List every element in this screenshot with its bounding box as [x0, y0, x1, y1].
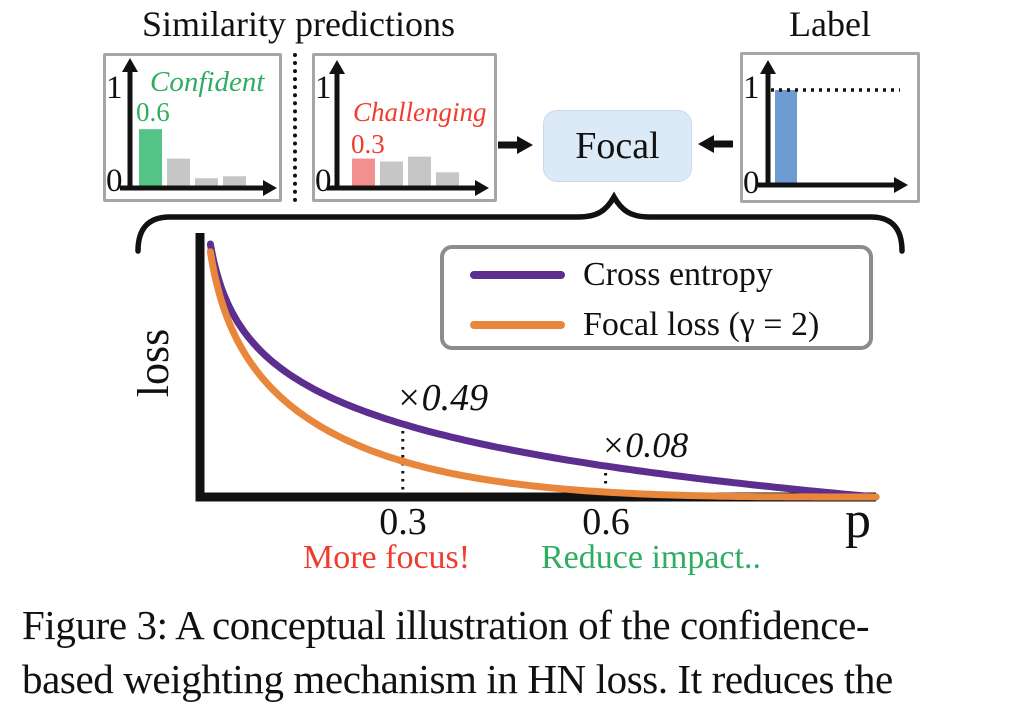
x-axis-label-p: p	[845, 492, 871, 549]
x-tick-0.3: 0.3	[379, 501, 427, 543]
y-axis-label-loss: loss	[129, 328, 178, 398]
caption-line-1: Figure 3: A conceptual illustration of t…	[22, 602, 870, 648]
confident-y-max-label: 1	[106, 70, 123, 106]
arrow-from-label-head	[698, 135, 714, 153]
label-chart-panel	[740, 52, 920, 203]
focal-box-label: Focal	[575, 125, 660, 167]
similarity-predictions-title: Similarity predictions	[142, 4, 455, 44]
confident-chart-panel	[103, 53, 282, 202]
confident-label: Confident	[150, 66, 265, 98]
label-title: Label	[789, 4, 871, 44]
arrow-to-focal-head	[517, 136, 533, 154]
reduce-impact-note: Reduce impact..	[541, 539, 761, 576]
legend-row-cross-entropy: Cross entropy	[470, 256, 869, 294]
more-focus-note: More focus!	[303, 539, 471, 576]
confident-y-min-label: 0	[106, 163, 123, 199]
curly-brace	[135, 191, 905, 254]
plot-legend: Cross entropy Focal loss (γ = 2)	[440, 245, 873, 350]
challenging-chart-panel	[312, 53, 497, 202]
focal-loss-line-swatch	[470, 320, 565, 329]
confident-bar-value: 0.6	[136, 97, 170, 127]
figure-caption: Figure 3: A conceptual illustration of t…	[22, 598, 1014, 706]
panel-divider-dotted-line	[293, 53, 297, 202]
weight-annotation-0.08: ×0.08	[601, 425, 689, 465]
focal-loss-legend-label: Focal loss (γ = 2)	[583, 305, 820, 343]
challenging-label: Challenging	[353, 97, 487, 127]
weight-annotation-0.49: ×0.49	[396, 377, 489, 419]
label-y-max-label: 1	[743, 70, 760, 106]
challenging-bar-value: 0.3	[351, 129, 385, 159]
label-y-min-label: 0	[743, 165, 760, 201]
caption-line-2: based weighting mechanism in HN loss. It…	[22, 656, 893, 702]
challenging-y-min-label: 0	[315, 163, 332, 199]
x-tick-0.6: 0.6	[582, 501, 630, 543]
legend-row-focal-loss: Focal loss (γ = 2)	[470, 306, 869, 344]
cross-entropy-legend-label: Cross entropy	[583, 255, 773, 293]
challenging-y-max-label: 1	[315, 70, 332, 106]
cross-entropy-line-swatch	[470, 270, 565, 279]
focal-box: Focal	[543, 110, 692, 182]
